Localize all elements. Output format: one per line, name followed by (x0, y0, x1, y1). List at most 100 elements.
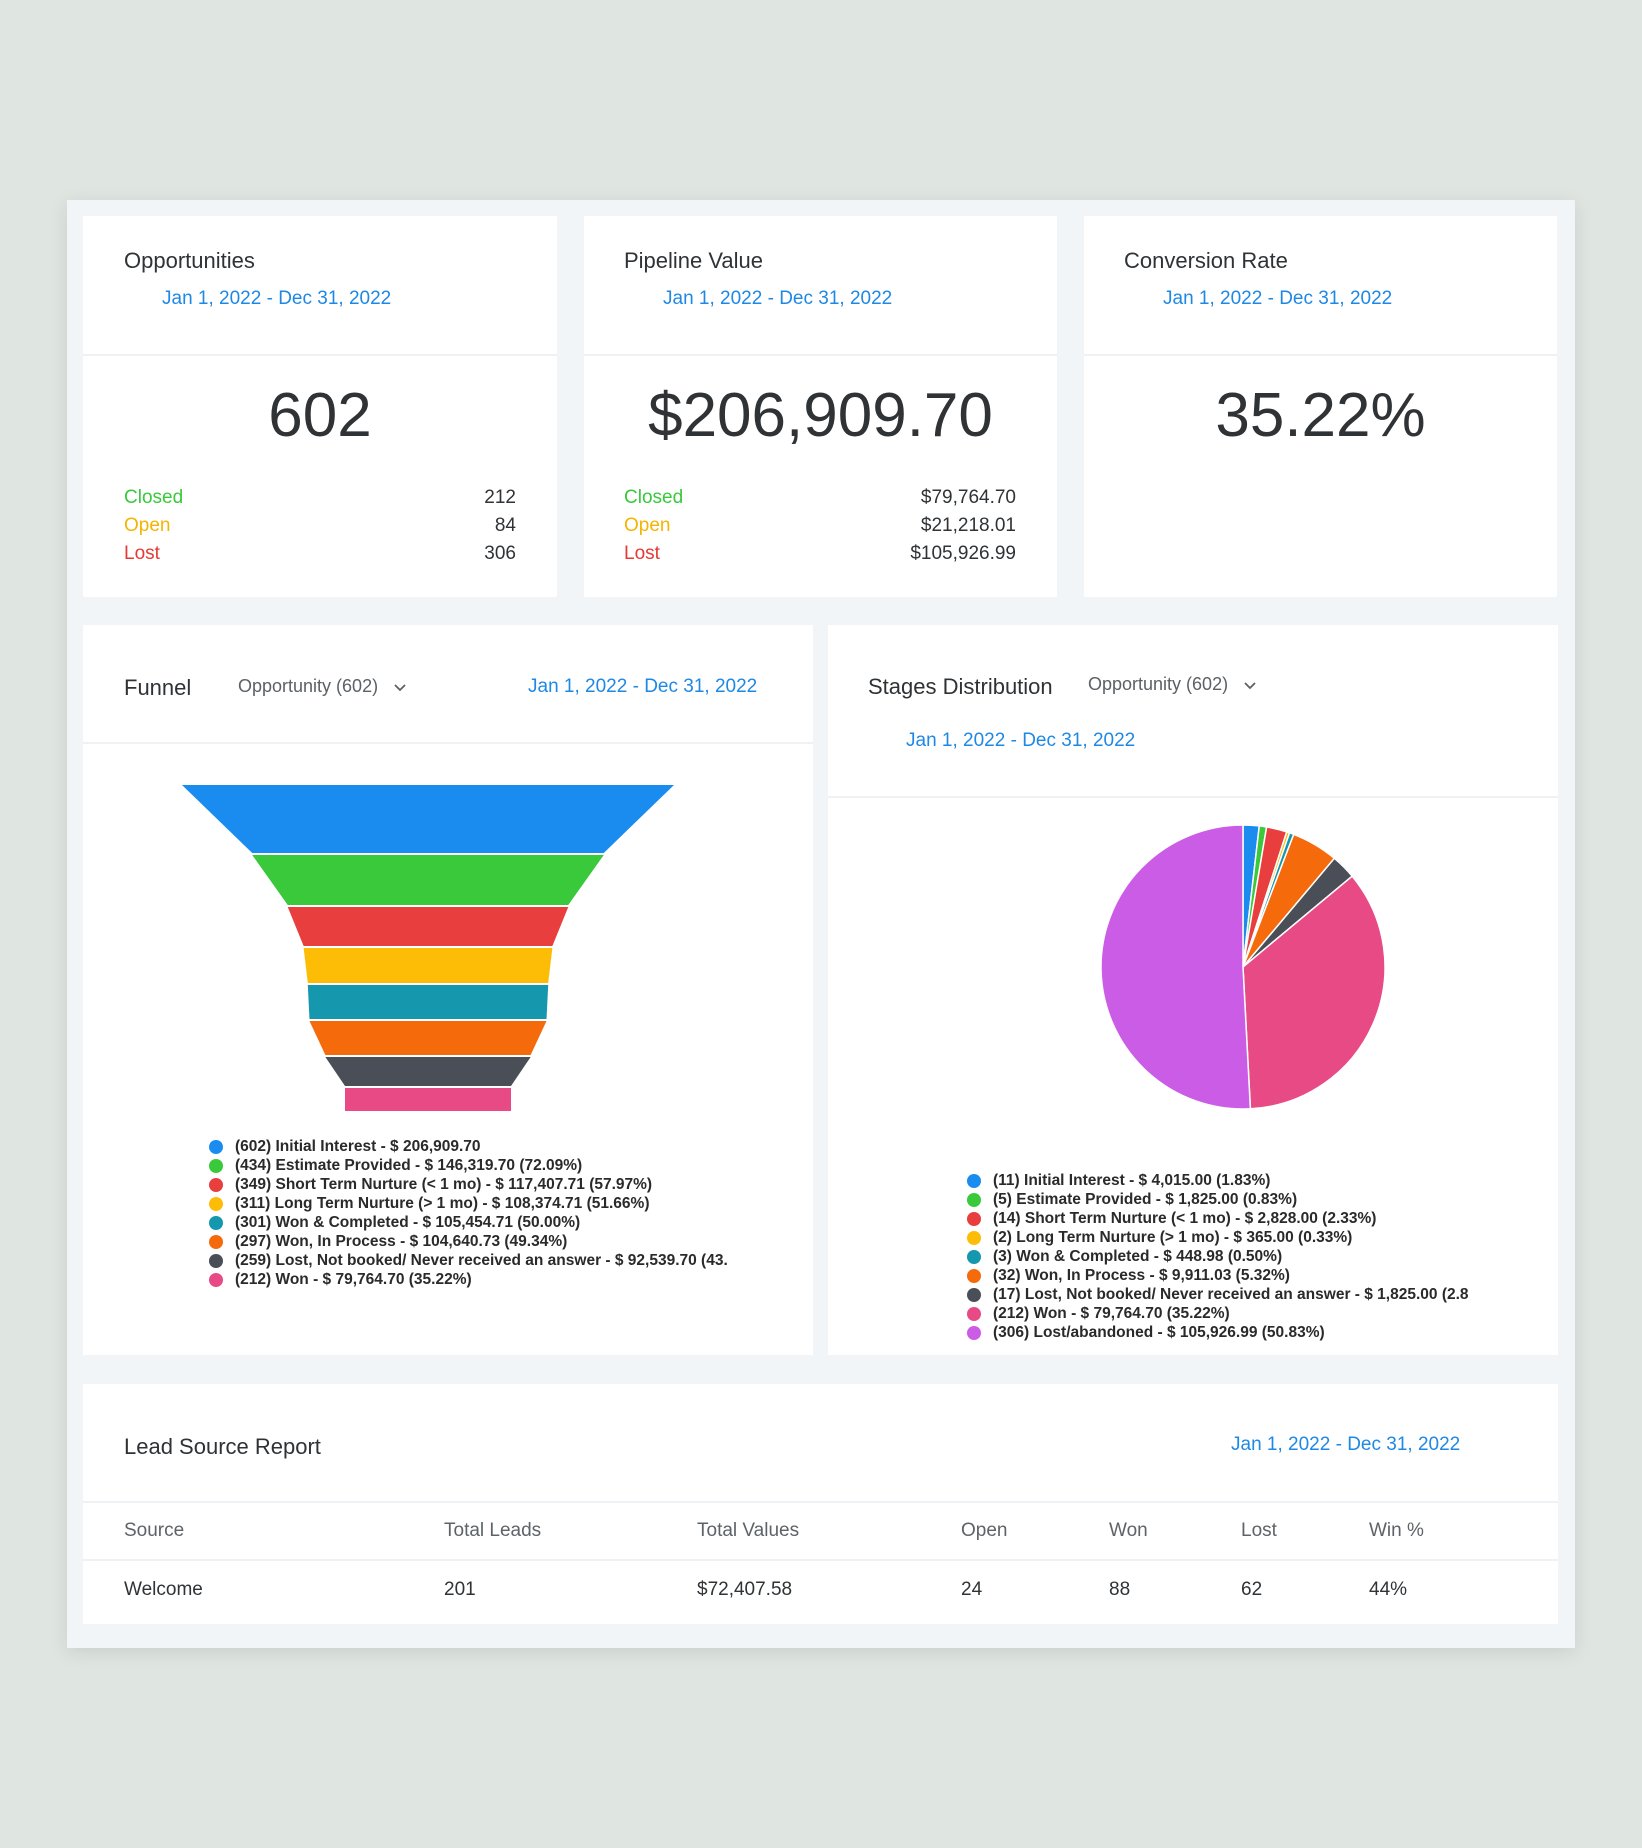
legend-dot-icon (209, 1196, 223, 1211)
pie-slice[interactable] (1100, 825, 1252, 1110)
open-label: Open (124, 515, 171, 536)
legend-label: (306) Lost/abandoned - $ 105,926.99 (50.… (993, 1323, 1325, 1341)
legend-dot-icon (967, 1173, 981, 1188)
stat-row-lost: Lost $105,926.99 (624, 543, 1016, 571)
date-range-link[interactable]: Jan 1, 2022 - Dec 31, 2022 (1163, 288, 1393, 309)
date-range-link[interactable]: Jan 1, 2022 - Dec 31, 2022 (162, 288, 392, 309)
legend-item[interactable]: (602) Initial Interest - $ 206,909.70 (209, 1137, 737, 1156)
legend-dot-icon (209, 1272, 223, 1287)
legend-label: (32) Won, In Process - $ 9,911.03 (5.32%… (993, 1266, 1290, 1284)
divider (83, 742, 813, 744)
legend-item[interactable]: (259) Lost, Not booked/ Never received a… (209, 1251, 737, 1270)
funnel-stage[interactable] (307, 985, 549, 1019)
table-row[interactable]: Welcome 201 $72,407.58 24 88 62 44% (83, 1560, 1558, 1619)
divider (828, 796, 1558, 798)
funnel-stage[interactable] (345, 1088, 511, 1111)
open-label: Open (624, 515, 671, 536)
divider (584, 354, 1057, 356)
legend-dot-icon (209, 1234, 223, 1249)
legend-label: (301) Won & Completed - $ 105,454.71 (50… (235, 1213, 581, 1231)
legend-item[interactable]: (14) Short Term Nurture (< 1 mo) - $ 2,8… (967, 1209, 1488, 1228)
legend-label: (2) Long Term Nurture (> 1 mo) - $ 365.0… (993, 1228, 1353, 1246)
legend-label: (14) Short Term Nurture (< 1 mo) - $ 2,8… (993, 1209, 1377, 1227)
legend-item[interactable]: (311) Long Term Nurture (> 1 mo) - $ 108… (209, 1194, 737, 1213)
stat-row-lost: Lost 306 (124, 543, 516, 571)
column-header[interactable]: Won (1109, 1520, 1148, 1541)
stat-row-open: Open $21,218.01 (624, 515, 1016, 543)
table-cell: 44% (1369, 1579, 1408, 1600)
opportunities-card: Opportunities Jan 1, 2022 - Dec 31, 2022… (83, 216, 557, 597)
legend-item[interactable]: (11) Initial Interest - $ 4,015.00 (1.83… (967, 1171, 1488, 1190)
funnel-stage[interactable] (325, 1057, 531, 1086)
stat-row-closed: Closed $79,764.70 (624, 487, 1016, 515)
legend-label: (5) Estimate Provided - $ 1,825.00 (0.83… (993, 1190, 1298, 1208)
legend-dot-icon (967, 1230, 981, 1245)
legend-dot-icon (967, 1306, 981, 1321)
legend-item[interactable]: (297) Won, In Process - $ 104,640.73 (49… (209, 1232, 737, 1251)
column-header[interactable]: Win % (1369, 1520, 1424, 1541)
funnel-stage[interactable] (252, 855, 604, 905)
chevron-down-icon (394, 683, 406, 691)
stages-pie-chart (1100, 825, 1386, 1110)
legend-item[interactable]: (32) Won, In Process - $ 9,911.03 (5.32%… (967, 1266, 1488, 1285)
legend-dot-icon (209, 1215, 223, 1230)
table-cell: 88 (1109, 1579, 1131, 1600)
card-title: Conversion Rate (1124, 248, 1288, 273)
opportunity-dropdown[interactable]: Opportunity (602) (238, 676, 408, 697)
lost-label: Lost (124, 543, 160, 564)
legend-label: (602) Initial Interest - $ 206,909.70 (235, 1137, 481, 1155)
column-header[interactable]: Source (124, 1520, 185, 1541)
pie-slice[interactable] (1242, 875, 1386, 1110)
lost-value: $105,926.99 (910, 543, 1016, 564)
legend-item[interactable]: (2) Long Term Nurture (> 1 mo) - $ 365.0… (967, 1228, 1488, 1247)
open-value: $21,218.01 (920, 515, 1016, 536)
lost-value: 306 (484, 543, 516, 564)
date-range-link[interactable]: Jan 1, 2022 - Dec 31, 2022 (663, 288, 893, 309)
stat-row-open: Open 84 (124, 515, 516, 543)
card-title: Pipeline Value (624, 248, 764, 273)
legend-label: (17) Lost, Not booked/ Never received an… (993, 1285, 1469, 1303)
chevron-down-icon (1244, 681, 1256, 689)
funnel-stage[interactable] (182, 785, 674, 853)
legend-item[interactable]: (212) Won - $ 79,764.70 (35.22%) (967, 1304, 1488, 1323)
legend-item[interactable]: (349) Short Term Nurture (< 1 mo) - $ 11… (209, 1175, 737, 1194)
legend-label: (212) Won - $ 79,764.70 (35.22%) (235, 1270, 472, 1288)
legend-item[interactable]: (5) Estimate Provided - $ 1,825.00 (0.83… (967, 1190, 1488, 1209)
legend-label: (349) Short Term Nurture (< 1 mo) - $ 11… (235, 1175, 653, 1193)
legend-item[interactable]: (212) Won - $ 79,764.70 (35.22%) (209, 1270, 737, 1289)
closed-label: Closed (124, 487, 184, 508)
column-header[interactable]: Total Values (697, 1520, 800, 1541)
legend-label: (212) Won - $ 79,764.70 (35.22%) (993, 1304, 1230, 1322)
legend-label: (259) Lost, Not booked/ Never received a… (235, 1251, 728, 1269)
legend-item[interactable]: (17) Lost, Not booked/ Never received an… (967, 1285, 1488, 1304)
closed-value: $79,764.70 (920, 487, 1016, 508)
column-header[interactable]: Lost (1241, 1520, 1277, 1541)
stages-legend: (11) Initial Interest - $ 4,015.00 (1.83… (967, 1171, 1488, 1342)
funnel-card: Funnel Opportunity (602) Jan 1, 2022 - D… (83, 625, 813, 1355)
column-header[interactable]: Open (961, 1520, 1008, 1541)
pipeline-total-value: $206,909.70 (648, 381, 993, 450)
legend-dot-icon (209, 1158, 223, 1173)
legend-item[interactable]: (301) Won & Completed - $ 105,454.71 (50… (209, 1213, 737, 1232)
date-range-link[interactable]: Jan 1, 2022 - Dec 31, 2022 (906, 730, 1136, 751)
funnel-stage[interactable] (303, 948, 553, 983)
closed-label: Closed (624, 487, 684, 508)
legend-item[interactable]: (3) Won & Completed - $ 448.98 (0.50%) (967, 1247, 1488, 1266)
table-header-row: Source Total Leads Total Values Open Won… (83, 1502, 1558, 1560)
opportunity-dropdown[interactable]: Opportunity (602) (1088, 674, 1258, 695)
legend-label: (311) Long Term Nurture (> 1 mo) - $ 108… (235, 1194, 650, 1212)
funnel-stage[interactable] (287, 907, 569, 946)
date-range-link[interactable]: Jan 1, 2022 - Dec 31, 2022 (1231, 1434, 1461, 1455)
lead-source-report-card: Lead Source Report Jan 1, 2022 - Dec 31,… (83, 1384, 1558, 1624)
column-header[interactable]: Total Leads (444, 1520, 542, 1541)
stages-distribution-card: Stages Distribution Opportunity (602) Ja… (828, 625, 1558, 1355)
legend-item[interactable]: (434) Estimate Provided - $ 146,319.70 (… (209, 1156, 737, 1175)
legend-item[interactable]: (306) Lost/abandoned - $ 105,926.99 (50.… (967, 1323, 1488, 1342)
legend-dot-icon (967, 1192, 981, 1207)
opportunities-count: 602 (268, 381, 372, 450)
date-range-link[interactable]: Jan 1, 2022 - Dec 31, 2022 (528, 676, 758, 697)
legend-dot-icon (209, 1177, 223, 1192)
funnel-stage[interactable] (309, 1021, 547, 1055)
legend-dot-icon (967, 1268, 981, 1283)
funnel-chart (182, 785, 674, 1111)
